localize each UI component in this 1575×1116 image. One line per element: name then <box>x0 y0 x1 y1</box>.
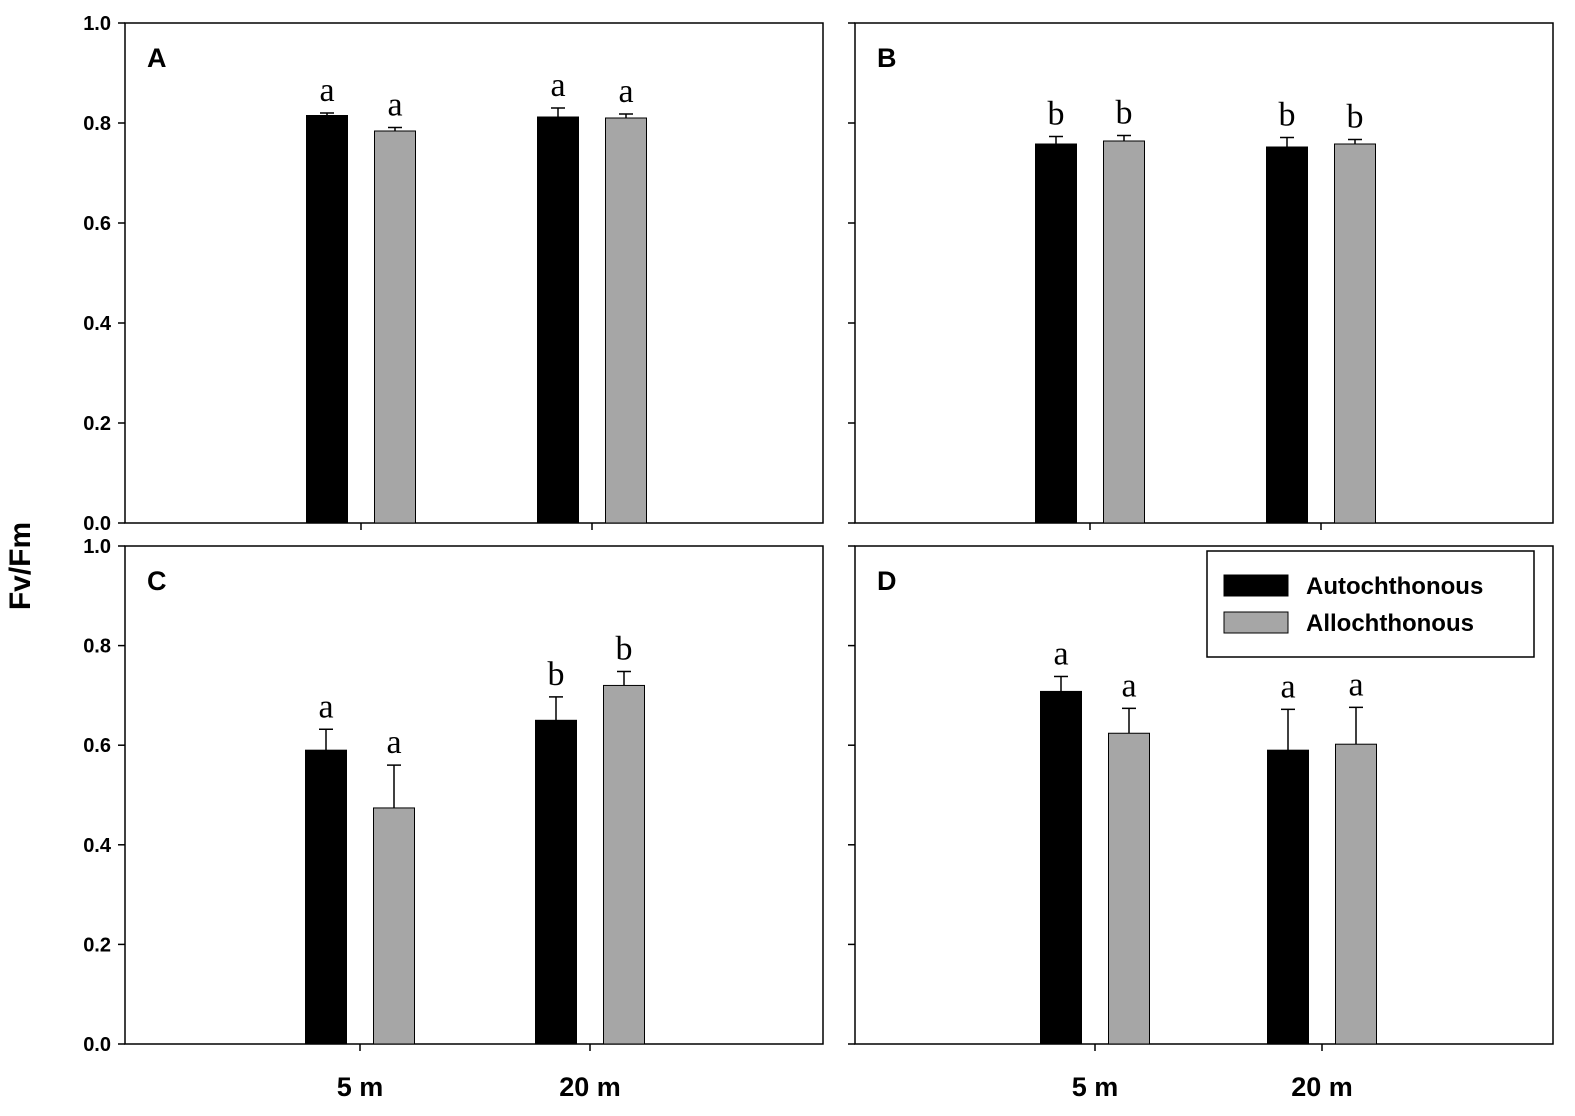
bar <box>305 749 347 1045</box>
significance-label: a <box>1053 635 1068 672</box>
significance-label: b <box>616 630 633 667</box>
bar <box>306 115 348 524</box>
legend-swatch-autochthonous <box>1223 574 1289 597</box>
significance-label: b <box>1347 99 1364 136</box>
significance-label: a <box>1280 668 1295 705</box>
y-tick-label: 0.8 <box>83 636 111 658</box>
x-tick-label: 5 m <box>1072 1072 1119 1102</box>
bar <box>1035 143 1077 524</box>
panel-a: 0.0 0.2 0.4 0.6 0.8 1.0 Aa a a a <box>83 13 824 535</box>
bar <box>1335 743 1377 1045</box>
significance-label: a <box>386 724 401 761</box>
significance-label: a <box>550 67 565 104</box>
panel-letter: C <box>147 566 167 596</box>
y-axis-label: Fv/Fm <box>4 522 37 610</box>
panels: 0.0 0.2 0.4 0.6 0.8 1.0 Aa a a a Bb b b b 0.0 0.2 0.4 0.6… <box>83 13 1554 1102</box>
legend-box <box>1206 550 1535 658</box>
bar <box>605 117 647 524</box>
x-tick-label: 20 m <box>1291 1072 1353 1102</box>
bar <box>1103 140 1145 524</box>
legend-swatch-allochthonous <box>1223 611 1289 634</box>
panel-letter: D <box>877 566 897 596</box>
significance-label: b <box>1116 95 1133 132</box>
y-tick-label: 0.6 <box>83 735 111 757</box>
significance-label: b <box>1279 97 1296 134</box>
bar <box>537 116 579 524</box>
y-tick-label: 1.0 <box>83 13 111 35</box>
legend-label-autochthonous: Autochthonous <box>1306 573 1483 600</box>
bar <box>1334 143 1376 524</box>
bar <box>1040 690 1082 1045</box>
significance-label: a <box>1348 666 1363 703</box>
bar <box>373 807 415 1045</box>
panel-c: 0.0 0.2 0.4 0.6 0.8 1.0 5 m 20 m Ca b a b <box>83 536 824 1102</box>
bar <box>535 719 577 1045</box>
y-tick-label: 0.4 <box>83 313 112 335</box>
y-tick-label: 0.8 <box>83 113 111 135</box>
x-tick-label: 20 m <box>559 1072 621 1102</box>
significance-label: b <box>1048 96 1065 133</box>
plot-frame <box>124 545 824 1045</box>
x-tick-label: 5 m <box>337 1072 384 1102</box>
panel-b: Bb b b b <box>848 22 1554 530</box>
significance-label: a <box>618 73 633 110</box>
bar <box>603 684 645 1045</box>
plot-frame <box>854 22 1554 524</box>
y-tick-label: 0.6 <box>83 213 111 235</box>
y-tick-label: 0.2 <box>83 934 111 956</box>
significance-label: a <box>318 688 333 725</box>
y-tick-label: 1.0 <box>83 536 111 558</box>
significance-label: a <box>387 87 402 124</box>
significance-label: a <box>1121 667 1136 704</box>
bar <box>374 130 416 524</box>
y-tick-label: 0.2 <box>83 413 111 435</box>
significance-label: a <box>319 72 334 109</box>
y-tick-label: 0.0 <box>83 1034 111 1056</box>
legend: Autochthonous Allochthonous <box>1206 550 1535 658</box>
y-tick-label: 0.4 <box>83 835 112 857</box>
significance-label: b <box>548 656 565 693</box>
plot-frame <box>124 22 824 524</box>
plot-frame <box>854 545 1554 1045</box>
bar <box>1108 732 1150 1045</box>
legend-label-allochthonous: Allochthonous <box>1306 610 1474 637</box>
bar <box>1266 146 1308 524</box>
panel-letter: A <box>147 43 167 73</box>
bar <box>1267 749 1309 1045</box>
y-tick-label: 0.0 <box>83 513 111 535</box>
panel-letter: B <box>877 43 897 73</box>
panel-d: 5 m 20 m Da a a a <box>848 545 1554 1102</box>
